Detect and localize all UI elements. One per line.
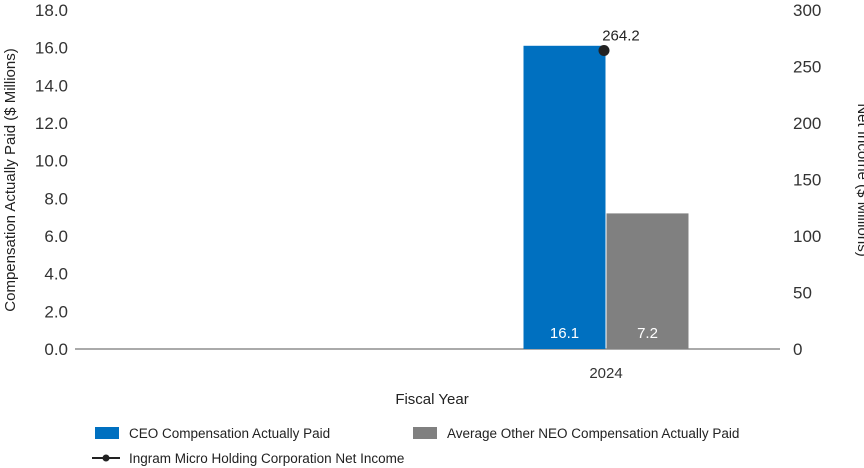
y-tick-label: 2.0 [44, 302, 68, 321]
x-axis-title: Fiscal Year [395, 391, 468, 408]
legend-swatch-ceo [95, 427, 119, 439]
y-tick-label: 14.0 [35, 76, 68, 95]
y2-tick-label: 50 [793, 284, 812, 303]
y2-tick-label: 250 [793, 58, 821, 77]
bars-group: 16.1 7.2 [523, 45, 689, 350]
bar-value-label: 7.2 [637, 325, 658, 342]
right-axis-ticks: 0 50 100 150 200 250 300 [793, 1, 821, 359]
y-tick-label: 10.0 [35, 152, 68, 171]
y2-tick-label: 150 [793, 171, 821, 190]
legend-label-net-income: Ingram Micro Holding Corporation Net Inc… [129, 451, 404, 466]
y2-tick-label: 300 [793, 1, 821, 20]
x-axis-ticks: 2024 [589, 365, 622, 382]
bar-value-label: 16.1 [550, 325, 579, 342]
y-tick-label: 12.0 [35, 114, 68, 133]
y-tick-label: 8.0 [44, 189, 68, 208]
legend-marker-net-income [102, 454, 110, 462]
y-tick-label: 6.0 [44, 227, 68, 246]
bar-ceo-2024 [523, 45, 606, 350]
y2-axis-title: Net Income ($ Millions) [854, 103, 864, 256]
y-axis-title: Compensation Actually Paid ($ Millions) [2, 48, 19, 311]
y-tick-label: 16.0 [35, 39, 68, 58]
net-income-value-label: 264.2 [602, 27, 640, 44]
y-tick-label: 0.0 [44, 340, 68, 359]
legend-label-ceo: CEO Compensation Actually Paid [129, 426, 330, 441]
legend-swatch-neo [413, 427, 437, 439]
x-tick-label: 2024 [589, 365, 622, 382]
y2-tick-label: 0 [793, 340, 802, 359]
bar-neo-2024 [606, 213, 689, 349]
left-axis-ticks: 0.0 2.0 4.0 6.0 8.0 10.0 12.0 14.0 16.0 18.0 [35, 1, 68, 359]
legend-label-neo: Average Other NEO Compensation Actually … [447, 426, 739, 441]
y-tick-label: 18.0 [35, 1, 68, 20]
y2-tick-label: 200 [793, 114, 821, 133]
points-group: 264.2 [598, 27, 640, 56]
y2-tick-label: 100 [793, 227, 821, 246]
y-tick-label: 4.0 [44, 265, 68, 284]
legend: CEO Compensation Actually Paid Average O… [92, 426, 739, 466]
net-income-point-2024 [598, 44, 610, 56]
